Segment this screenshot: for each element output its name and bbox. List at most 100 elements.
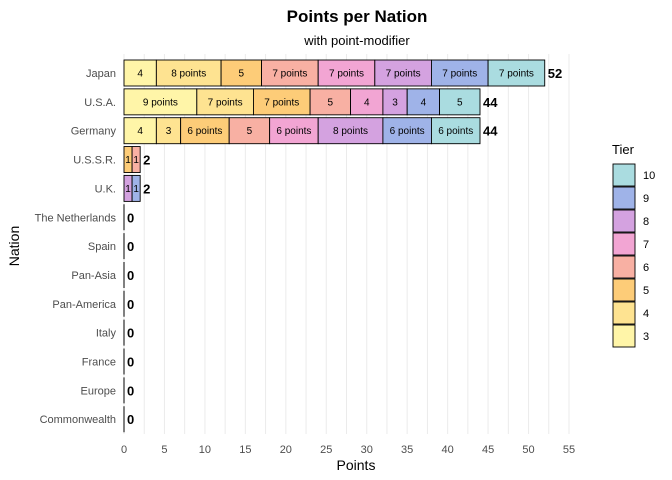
bar-segment-tier-7 xyxy=(350,88,384,116)
segment-label: 9 points xyxy=(143,97,178,108)
bars: 4 8 points 5 7 points 7 points 7 points 7 poin… xyxy=(123,59,562,433)
segment-label: 6 points xyxy=(390,126,425,137)
total-label: 2 xyxy=(143,153,150,168)
x-axis-title: Points xyxy=(337,457,376,473)
total-label: 0 xyxy=(127,326,134,341)
bar-segment-tier-8 xyxy=(374,59,432,87)
legend-label: 6 xyxy=(643,262,649,274)
tier-legend: Tier 10 9 8 7 6 5 4 3 xyxy=(612,142,655,348)
x-tick-label: 30 xyxy=(361,444,373,456)
segment-label: 7 points xyxy=(329,69,364,80)
bar-segment-tier-4 xyxy=(155,59,222,87)
legend-title: Tier xyxy=(612,142,635,157)
legend-label: 8 xyxy=(643,216,649,228)
bar-the-netherlands: 0 xyxy=(123,204,134,231)
bar-commonwealth: 0 xyxy=(123,406,134,433)
x-axis-tick-labels: 0 5 10 15 20 25 30 35 40 45 50 55 xyxy=(121,444,575,456)
bar-segment-tier-9 xyxy=(131,174,141,202)
legend-items: 10 9 8 7 6 5 4 3 xyxy=(612,163,655,348)
legend-label: 10 xyxy=(643,170,655,182)
y-tick-label: Europe xyxy=(81,385,116,397)
segment-label: 8 points xyxy=(171,69,206,80)
legend-swatch-tier-9 xyxy=(612,186,636,210)
y-tick-label: France xyxy=(82,357,116,369)
bar-u-s-a: 9 points 7 points 7 points 5 4 3 4 5 44 xyxy=(123,88,498,116)
segment-label: 7 points xyxy=(499,69,534,80)
bar-segment-tier-10 xyxy=(431,117,481,145)
bar-segment-tier-8 xyxy=(317,117,384,145)
chart-subtitle: with point-modifier xyxy=(303,33,410,48)
segment-label: 5 xyxy=(328,97,334,108)
total-label: 2 xyxy=(143,181,150,196)
bar-segment-tier-6 xyxy=(309,88,351,116)
bar-pan-asia: 0 xyxy=(123,261,134,288)
legend-label: 5 xyxy=(643,285,649,297)
bar-pan-america: 0 xyxy=(123,290,134,317)
x-tick-label: 10 xyxy=(199,444,211,456)
total-label: 0 xyxy=(127,239,134,254)
segment-label: 5 xyxy=(239,69,245,80)
x-tick-label: 5 xyxy=(161,444,167,456)
segment-label: 7 points xyxy=(442,69,477,80)
x-tick-label: 45 xyxy=(482,444,494,456)
bar-segment-tier-6 xyxy=(131,146,141,174)
legend-label: 7 xyxy=(643,239,649,251)
segment-label: 7 points xyxy=(386,69,421,80)
y-tick-label: Spain xyxy=(88,241,116,253)
y-tick-label: The Netherlands xyxy=(35,212,117,224)
total-label: 0 xyxy=(127,412,134,427)
total-label: 0 xyxy=(127,355,134,370)
y-axis-tick-labels: Japan U.S.A. Germany U.S.S.R. U.K. The Nether… xyxy=(35,68,117,426)
segment-label: 7 points xyxy=(208,97,243,108)
segment-label: 4 xyxy=(137,126,143,137)
segment-label: 7 points xyxy=(272,69,307,80)
segment-label: 1 xyxy=(125,184,131,195)
segment-label: 4 xyxy=(364,97,370,108)
total-label: 44 xyxy=(483,95,498,110)
bar-segment-tier-10 xyxy=(487,59,546,87)
bar-segment-tier-3 xyxy=(123,59,157,87)
segment-label: 3 xyxy=(392,97,398,108)
y-tick-label: U.K. xyxy=(95,183,116,195)
bar-japan: 4 8 points 5 7 points 7 points 7 points 7 poin… xyxy=(123,59,562,87)
y-tick-label: Pan-Asia xyxy=(71,270,117,282)
legend-swatch-tier-7 xyxy=(612,232,636,256)
segment-label: 1 xyxy=(125,155,131,166)
segment-label: 3 xyxy=(166,126,172,137)
total-label: 0 xyxy=(127,383,134,398)
y-tick-label: Germany xyxy=(71,126,117,138)
y-tick-label: Italy xyxy=(96,328,117,340)
bar-segment-tier-9 xyxy=(382,117,432,145)
x-tick-label: 25 xyxy=(320,444,332,456)
y-tick-label: Commonwealth xyxy=(40,414,116,426)
legend-swatch-tier-8 xyxy=(612,209,636,233)
x-tick-label: 15 xyxy=(239,444,251,456)
legend-label: 4 xyxy=(643,308,649,320)
bar-segment-tier-8 xyxy=(382,88,408,116)
bar-segment-tier-5 xyxy=(220,59,262,87)
segment-label: 5 xyxy=(247,126,253,137)
total-label: 52 xyxy=(548,66,562,81)
legend-swatch-tier-6 xyxy=(612,255,636,279)
bar-france: 0 xyxy=(123,348,134,375)
bar-europe: 0 xyxy=(123,377,134,404)
y-tick-label: U.S.A. xyxy=(84,97,116,109)
bar-segment-tier-10 xyxy=(439,88,481,116)
bar-germany: 4 3 6 points 5 6 points 8 points 6 points 6 poi… xyxy=(123,117,498,145)
bar-spain: 0 xyxy=(123,233,134,260)
legend-swatch-tier-5 xyxy=(612,278,636,302)
bar-segment-tier-5 xyxy=(253,88,311,116)
legend-label: 3 xyxy=(643,331,649,343)
y-tick-label: U.S.S.R. xyxy=(73,155,116,167)
bar-italy: 0 xyxy=(123,319,134,346)
total-label: 0 xyxy=(127,210,134,225)
y-axis-title: Nation xyxy=(6,226,22,266)
y-tick-label: Japan xyxy=(86,68,116,80)
bar-segment-tier-7 xyxy=(317,59,376,87)
segment-label: 8 points xyxy=(333,126,368,137)
bar-segment-tier-4 xyxy=(155,117,182,145)
x-tick-label: 20 xyxy=(280,444,292,456)
x-tick-label: 35 xyxy=(401,444,413,456)
